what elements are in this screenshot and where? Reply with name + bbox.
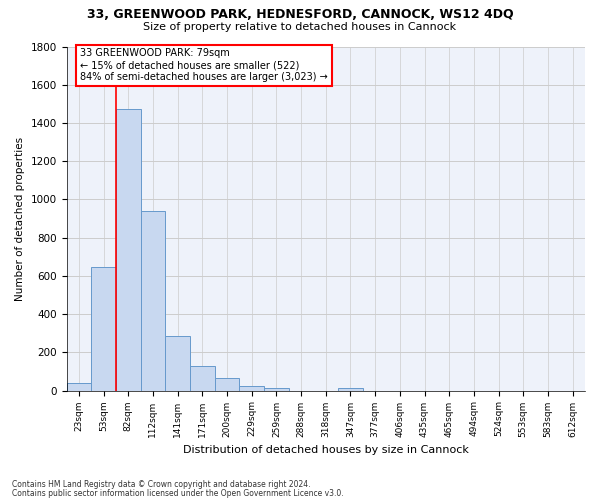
X-axis label: Distribution of detached houses by size in Cannock: Distribution of detached houses by size …: [183, 445, 469, 455]
Bar: [140, 212, 165, 390]
Text: 33, GREENWOOD PARK, HEDNESFORD, CANNOCK, WS12 4DQ: 33, GREENWOOD PARK, HEDNESFORD, CANNOCK,…: [86, 8, 514, 20]
Bar: [67, 383, 91, 390]
Y-axis label: Number of detached properties: Number of detached properties: [15, 136, 25, 300]
Bar: [190, 366, 215, 390]
Bar: [239, 386, 264, 390]
Bar: [91, 266, 116, 390]
Bar: [215, 378, 239, 390]
Bar: [338, 388, 363, 390]
Bar: [116, 108, 140, 390]
Text: 33 GREENWOOD PARK: 79sqm
← 15% of detached houses are smaller (522)
84% of semi-: 33 GREENWOOD PARK: 79sqm ← 15% of detach…: [80, 48, 328, 82]
Bar: [264, 388, 289, 390]
Text: Contains public sector information licensed under the Open Government Licence v3: Contains public sector information licen…: [12, 488, 344, 498]
Text: Size of property relative to detached houses in Cannock: Size of property relative to detached ho…: [143, 22, 457, 32]
Text: Contains HM Land Registry data © Crown copyright and database right 2024.: Contains HM Land Registry data © Crown c…: [12, 480, 311, 489]
Bar: [165, 336, 190, 390]
